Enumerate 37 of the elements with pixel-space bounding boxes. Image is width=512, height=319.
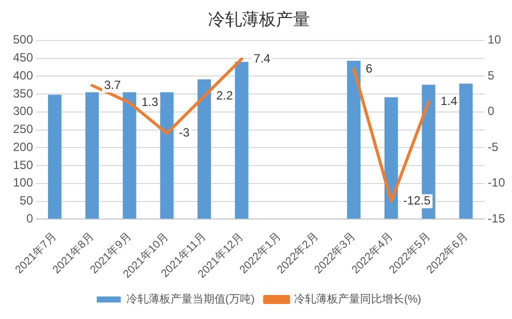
data-label: 3.7 (104, 78, 122, 92)
bar (234, 62, 248, 219)
data-label: 7.4 (254, 51, 271, 66)
data-label: -12.5 (403, 194, 431, 208)
data-label: 1.3 (141, 94, 158, 109)
y-tick-label: 0 (26, 211, 34, 226)
data-label: 1.4 (440, 94, 458, 108)
bar (347, 60, 361, 219)
data-label: -3 (178, 126, 190, 140)
y-tick-label: 500 (12, 32, 34, 47)
y-tick-label: 150 (12, 158, 34, 172)
bar (160, 92, 174, 219)
y2-tick-label: -5 (488, 140, 499, 154)
bar (85, 92, 99, 219)
bar (459, 84, 473, 219)
chart-title: 冷轧薄板产量 (208, 10, 310, 29)
y-tick-label: 100 (12, 176, 34, 190)
y2-tick-label: 10 (488, 32, 502, 47)
y-tick-label: 50 (20, 194, 34, 208)
bar (198, 79, 211, 219)
y-tick-label: 250 (12, 122, 34, 136)
y-tick-label: 450 (12, 50, 34, 65)
bar (122, 92, 136, 219)
y-tick-label: 200 (12, 140, 34, 154)
y-tick-label: 400 (12, 68, 34, 82)
data-label: 2.2 (216, 88, 234, 102)
legend-label: 冷轧薄板产量当期值(万吨) (126, 292, 255, 306)
bar (384, 97, 398, 219)
bar (48, 94, 62, 219)
y2-tick-label: -10 (488, 176, 506, 190)
legend-label: 冷轧薄板产量同比增长(%) (294, 292, 422, 306)
data-label: 6 (366, 61, 373, 76)
y2-tick-label: 0 (488, 104, 495, 118)
y-tick-label: 350 (12, 86, 34, 100)
y2-tick-label: -15 (488, 211, 506, 226)
y2-tick-label: 5 (488, 68, 495, 82)
y-tick-label: 300 (12, 104, 34, 118)
